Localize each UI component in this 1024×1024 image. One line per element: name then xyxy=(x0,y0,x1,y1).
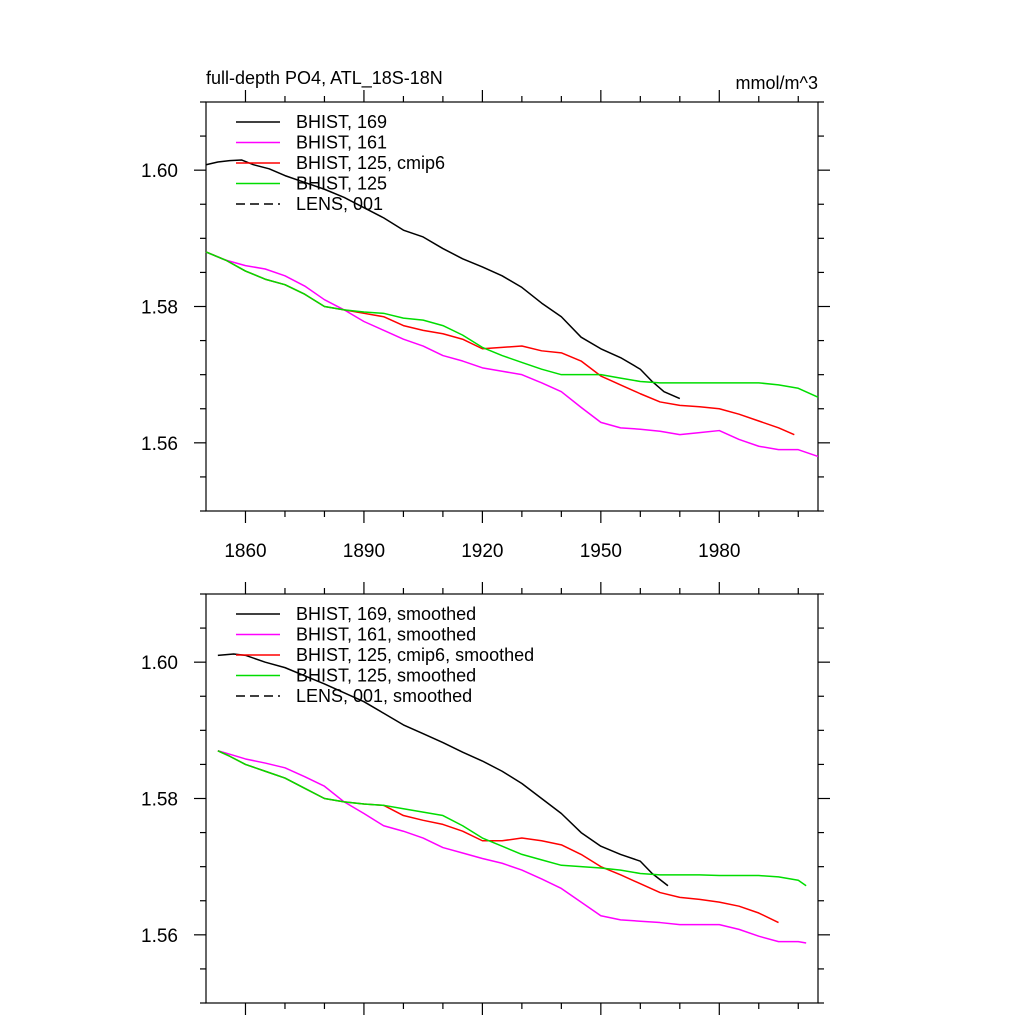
legend-label: BHIST, 125, cmip6 xyxy=(296,153,445,173)
bottom-series-lines xyxy=(217,653,807,944)
bottom-panel: 1.561.581.60 BHIST, 169, smoothedBHIST, … xyxy=(141,582,830,1015)
series-line xyxy=(217,750,807,944)
series-line xyxy=(205,251,819,458)
legend-label: BHIST, 169 xyxy=(296,112,387,132)
bottom-axis-ticks: 1.56 1.58 1.60 xyxy=(141,582,830,1015)
legend-label: BHIST, 161, smoothed xyxy=(296,625,476,645)
series-line xyxy=(217,653,669,887)
y-tick-label: 1.60 xyxy=(141,161,178,182)
y-tick-label: 1.60 xyxy=(141,653,178,674)
legend-label: BHIST, 125, cmip6, smoothed xyxy=(296,645,534,665)
legend-label: BHIST, 161 xyxy=(296,133,387,153)
x-tick-label: 1950 xyxy=(580,541,622,562)
x-tick-label: 1920 xyxy=(461,541,503,562)
series-line xyxy=(205,251,795,436)
legend-label: LENS, 001, smoothed xyxy=(296,686,472,706)
legend-label: BHIST, 169, smoothed xyxy=(296,604,476,624)
legend-label: BHIST, 125, smoothed xyxy=(296,666,476,686)
y-tick-label: 1.58 xyxy=(141,790,178,811)
y-tick-label: 1.58 xyxy=(141,298,178,319)
y-tick-label: 1.56 xyxy=(141,926,178,947)
series-line xyxy=(205,251,819,398)
top-series-lines xyxy=(205,159,819,458)
x-tick-label: 1980 xyxy=(698,541,740,562)
legend-label: LENS, 001 xyxy=(296,194,383,214)
legend-label: BHIST, 125 xyxy=(296,174,387,194)
units-label: mmol/m^3 xyxy=(736,73,818,93)
series-line xyxy=(217,750,779,924)
chart-title: full-depth PO4, ATL_18S-18N xyxy=(206,68,443,89)
top-panel: full-depth PO4, ATL_18S-18N mmol/m^3 186… xyxy=(141,68,830,562)
series-line xyxy=(205,159,681,400)
x-tick-label: 1890 xyxy=(343,541,385,562)
series-line xyxy=(217,750,807,887)
x-tick-label: 1860 xyxy=(224,541,266,562)
y-tick-label: 1.56 xyxy=(141,434,178,455)
top-axis-ticks: 1860 1890 1920 1950 1980 1.56 1.58 1.60 xyxy=(141,90,830,562)
